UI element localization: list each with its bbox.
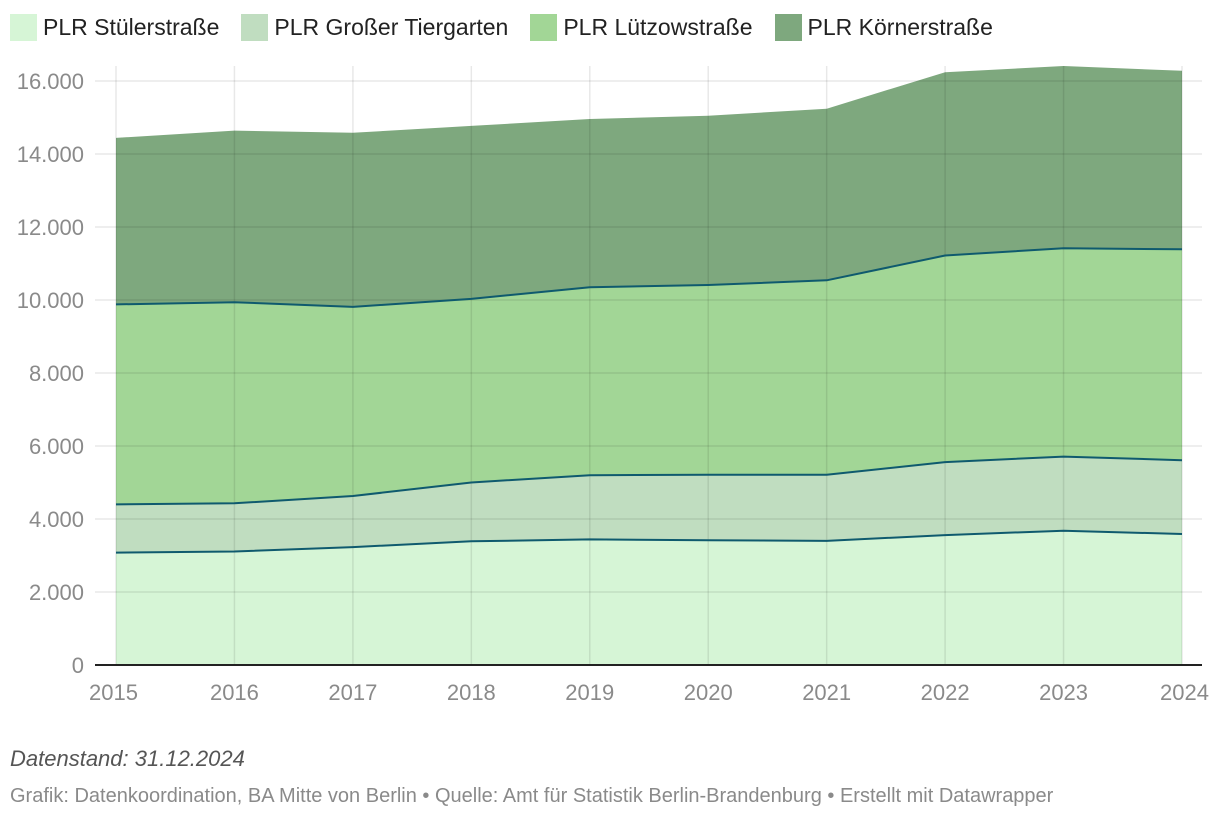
y-tick-label: 10.000: [17, 288, 84, 313]
stacked-area-chart: 0 2.000 4.000 6.000 8.000 10.000 12.000 14.000 1…: [17, 66, 1209, 705]
y-tick-label: 0: [72, 653, 84, 678]
area-series-3: [116, 248, 1182, 505]
legend-item: PLR Großer Tiergarten: [241, 13, 509, 41]
y-tick-label: 8.000: [29, 361, 84, 386]
legend-label: PLR Körnerstraße: [807, 13, 993, 40]
legend-item: PLR Stülerstraße: [10, 13, 220, 41]
area-layer: [116, 66, 1182, 665]
area-series-4: [116, 66, 1182, 307]
series-boundary-line: [115, 529, 1183, 554]
y-tick-label: 6.000: [29, 434, 84, 459]
x-tick-label: 2022: [921, 680, 970, 705]
x-tick-label: 2021: [802, 680, 851, 705]
x-tick-label: 2016: [210, 680, 259, 705]
legend-swatch: [530, 13, 558, 41]
legend-item: PLR Körnerstraße: [774, 13, 993, 41]
legend-swatch: [10, 13, 37, 41]
area-series-1: [116, 530, 1182, 665]
legend-label: PLR Lützowstraße: [563, 13, 753, 40]
y-tick-label: 2.000: [29, 580, 84, 605]
legend-label: PLR Großer Tiergarten: [274, 13, 509, 40]
boundary-layer: [115, 247, 1183, 554]
legend-item: PLR Lützowstraße: [530, 13, 753, 41]
y-tick-label: 12.000: [17, 215, 84, 240]
data-status-note: Datenstand: 31.12.2024: [10, 746, 245, 771]
y-tick-label: 4.000: [29, 507, 84, 532]
x-tick-label: 2017: [328, 680, 377, 705]
x-tick-label: 2023: [1039, 680, 1088, 705]
legend-label: PLR Stülerstraße: [43, 13, 220, 40]
y-tick-label: 14.000: [17, 142, 84, 167]
source-credit: Grafik: Datenkoordination, BA Mitte von …: [10, 785, 1054, 807]
y-tick-label: 16.000: [17, 69, 84, 94]
x-tick-label: 2020: [684, 680, 733, 705]
legend-swatch: [774, 13, 802, 41]
area-series-2: [116, 456, 1182, 553]
grid-layer: [95, 66, 1202, 665]
legend-swatch: [241, 13, 269, 41]
x-tick-label: 2019: [565, 680, 614, 705]
x-tick-label: 2018: [447, 680, 496, 705]
series-boundary-line: [115, 247, 1183, 308]
x-tick-label: 2015: [89, 680, 138, 705]
x-tick-label: 2024: [1160, 680, 1209, 705]
series-boundary-line: [115, 455, 1183, 506]
chart-legend: PLR Stülerstraße PLR Großer Tiergarten PLR…: [10, 10, 1015, 44]
